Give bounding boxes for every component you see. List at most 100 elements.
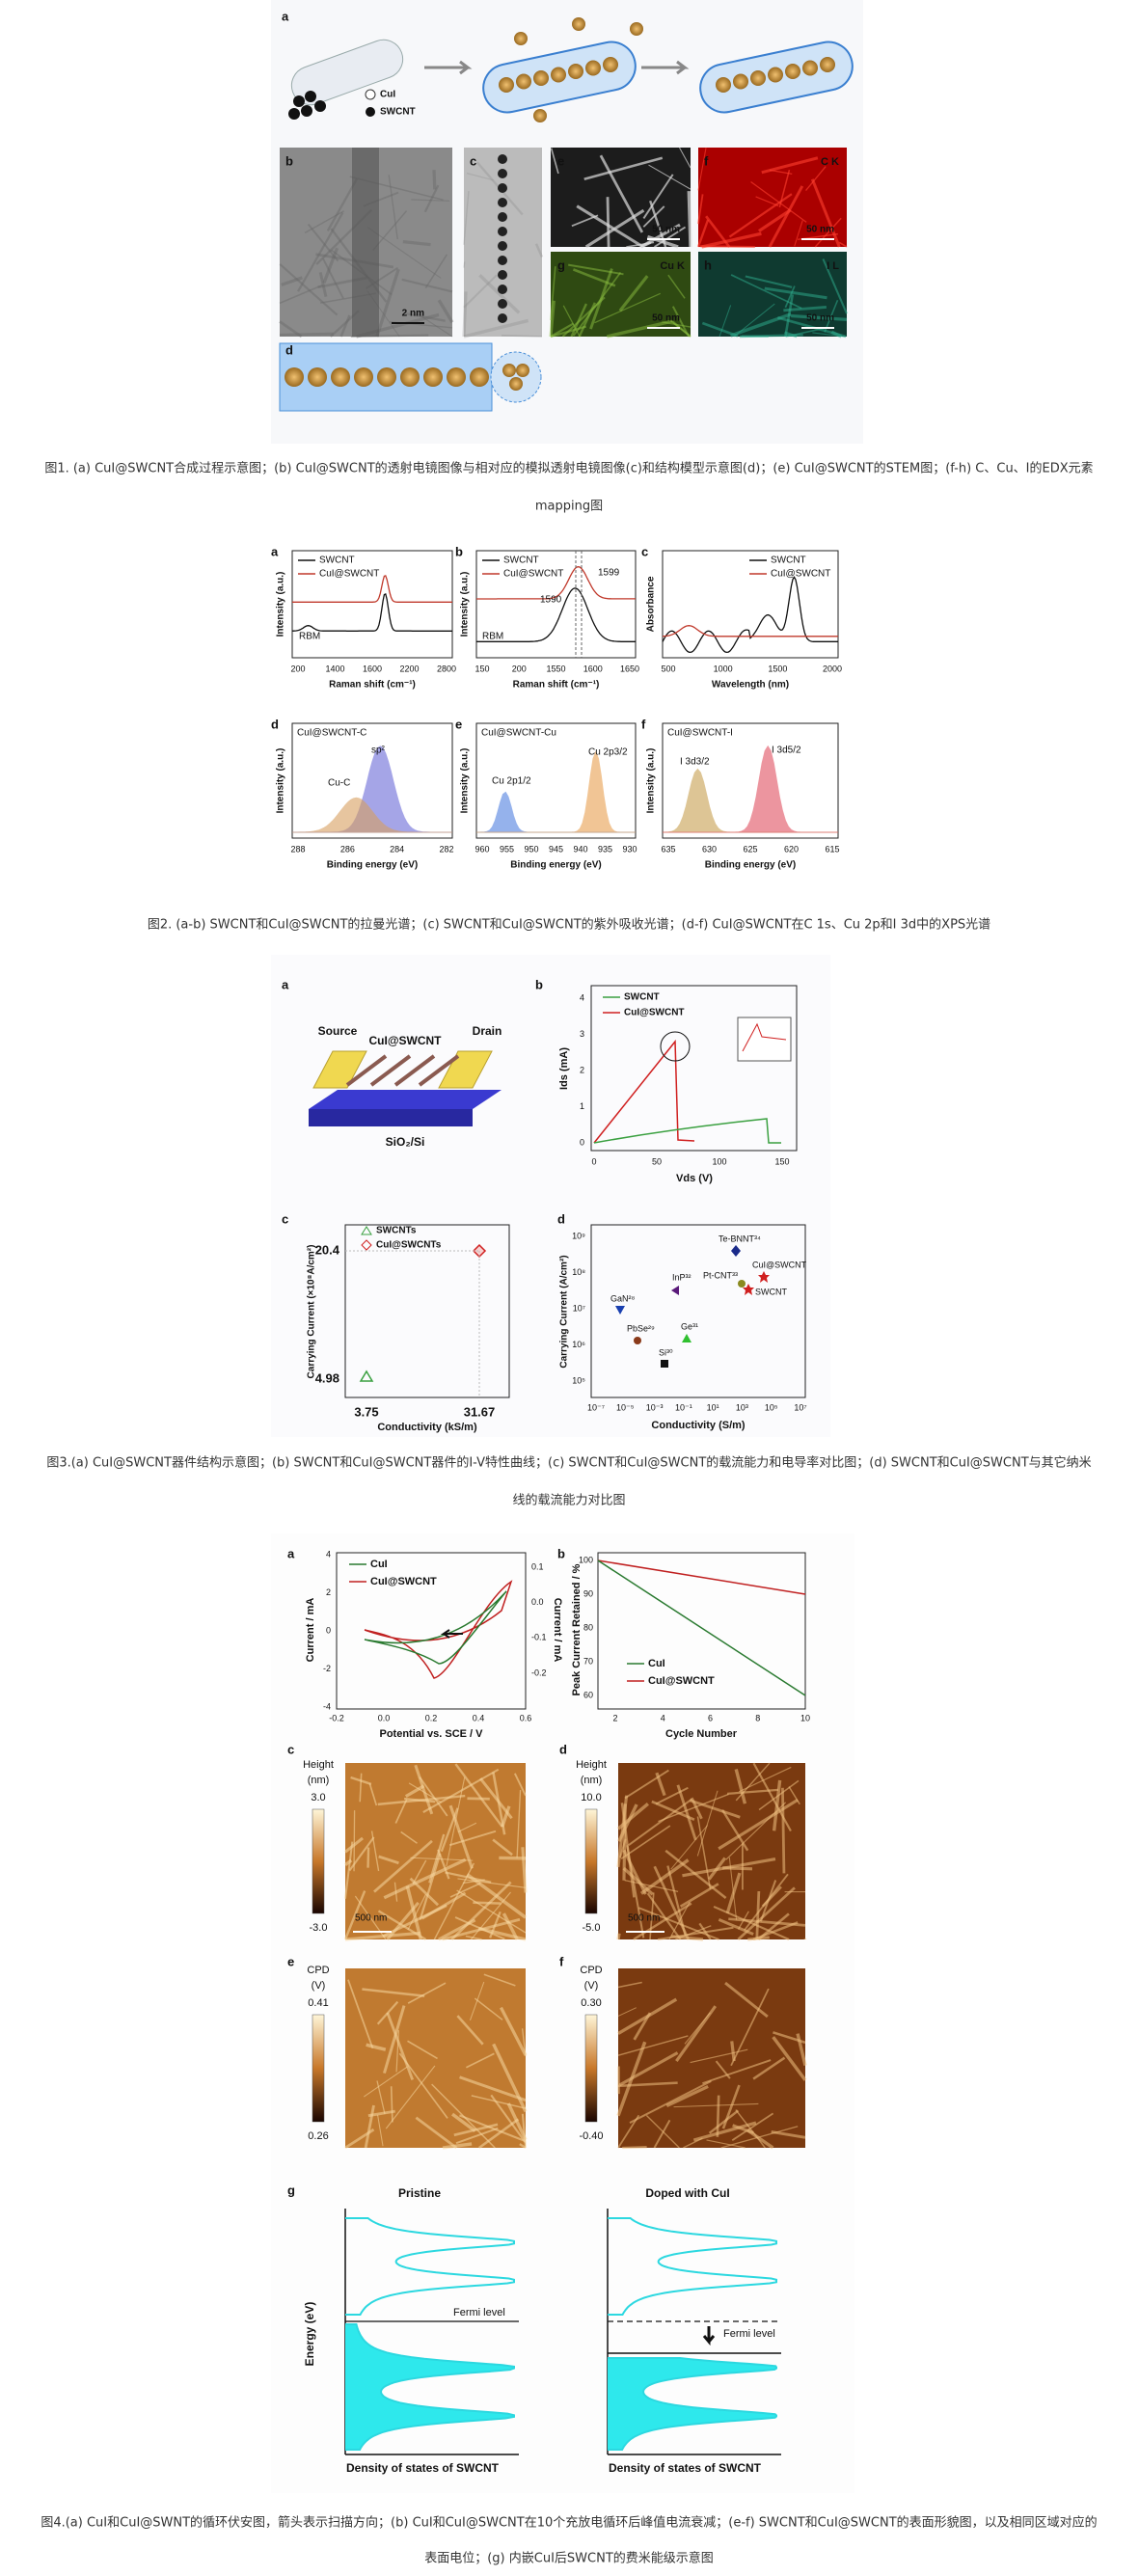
label: g — [287, 2183, 295, 2197]
x-tick-label: 10⁵ — [765, 1402, 778, 1412]
label: Si³⁰ — [659, 1347, 673, 1357]
texture — [687, 191, 692, 248]
x-tick-label: 10³ — [736, 1402, 748, 1412]
label: 图1. (a) CuI@SWCNT合成过程示意图；(b) CuI@SWCNT的透… — [44, 461, 1093, 476]
x-tick-label: 2800 — [437, 664, 456, 673]
texture — [689, 1799, 741, 1819]
texture — [377, 2114, 384, 2147]
x-tick-label: 10⁷ — [794, 1402, 806, 1412]
texture — [448, 1830, 497, 1847]
sim-atom — [498, 270, 507, 280]
texture — [618, 275, 649, 312]
label: SWCNT — [380, 107, 416, 118]
xps-peak — [292, 797, 452, 833]
texture — [457, 1822, 477, 1833]
marker — [359, 1369, 374, 1382]
y-tick-label: 4 — [580, 992, 584, 1002]
texture — [568, 263, 624, 276]
atom — [716, 77, 731, 93]
x-axis-label: Raman shift (cm⁻¹) — [329, 680, 416, 691]
label: SiO₂/Si — [386, 1135, 425, 1149]
texture — [407, 1982, 447, 2004]
valence-band — [608, 2357, 777, 2451]
texture — [683, 2137, 703, 2149]
texture — [424, 254, 448, 289]
label: CuI@SWCNT-I — [667, 728, 733, 739]
sim-atom — [498, 169, 507, 178]
legend-label: CuI — [648, 1658, 665, 1669]
texture — [697, 194, 704, 225]
legend-label: SWCNT — [624, 992, 660, 1003]
texture — [570, 303, 588, 338]
legend-label: CuI@SWCNT — [319, 569, 379, 580]
label: e — [287, 1954, 294, 1968]
texture — [442, 2142, 473, 2150]
y-tick-label: 10⁶ — [572, 1340, 585, 1349]
texture — [618, 2051, 679, 2087]
label: I 3d3/2 — [680, 757, 710, 768]
texture — [492, 2043, 528, 2113]
curve — [662, 625, 838, 637]
texture — [366, 2043, 387, 2051]
label: -0.40 — [579, 2130, 603, 2142]
electrode — [312, 1050, 367, 1089]
y-tick-label: -0.1 — [531, 1633, 547, 1642]
x-tick-label: 50 — [652, 1156, 662, 1166]
texture — [343, 1890, 366, 1940]
texture — [375, 268, 400, 338]
x-axis-label: Conductivity (S/m) — [651, 1420, 746, 1431]
label: SWCNT — [755, 1287, 787, 1296]
x-tick-label: -0.2 — [329, 1713, 344, 1722]
y-tick-label: 10⁵ — [572, 1375, 585, 1385]
sim-atom — [498, 313, 507, 323]
colorbar — [312, 2014, 325, 2123]
texture — [390, 2086, 393, 2123]
legend-label: SWCNT — [771, 556, 806, 566]
x-tick-label: 940 — [573, 844, 587, 854]
texture — [716, 2095, 720, 2137]
atom — [285, 367, 304, 387]
atom — [533, 109, 547, 122]
data-point — [615, 1306, 625, 1315]
y-axis-label: Ids (mA) — [558, 1047, 570, 1090]
x-tick-label: 2200 — [399, 664, 419, 673]
texture — [750, 180, 807, 223]
texture — [513, 1773, 527, 1797]
texture — [718, 1917, 754, 1936]
texture — [752, 2056, 786, 2080]
y-tick-label: -2 — [323, 1664, 331, 1673]
label: 图3.(a) CuI@SWCNT器件结构示意图；(b) SWCNT和CuI@SW… — [46, 1455, 1091, 1471]
atom — [288, 108, 300, 120]
texture — [404, 1784, 425, 1799]
y-tick-label: 70 — [583, 1656, 593, 1666]
label: f — [559, 1954, 564, 1968]
texture — [810, 178, 841, 248]
texture — [383, 2005, 406, 2074]
texture — [344, 1931, 421, 1941]
label: a — [282, 9, 289, 23]
texture — [622, 1866, 654, 1896]
texture — [617, 2114, 640, 2149]
texture — [405, 1885, 422, 1940]
legend-label: CuI@SWCNT — [624, 1008, 685, 1018]
x-tick-label: 500 — [661, 664, 675, 673]
data-point — [731, 1245, 741, 1257]
texture — [368, 1783, 378, 1806]
label: SWCNTs — [376, 1226, 417, 1236]
y-axis-label: Current / mA — [305, 1598, 316, 1663]
texture — [344, 2128, 375, 2150]
texture — [550, 148, 559, 175]
label: RBM — [299, 632, 320, 642]
texture — [463, 191, 470, 245]
sim-atom — [498, 241, 507, 251]
texture — [692, 2121, 757, 2142]
electrode — [438, 1050, 493, 1089]
texture — [616, 2041, 647, 2117]
texture — [642, 205, 665, 228]
texture — [814, 217, 842, 248]
label: 0.30 — [581, 1997, 601, 2009]
label: 500 nm — [355, 1913, 387, 1924]
atom — [568, 64, 583, 79]
label: RBM — [482, 632, 503, 642]
atom — [603, 57, 618, 72]
